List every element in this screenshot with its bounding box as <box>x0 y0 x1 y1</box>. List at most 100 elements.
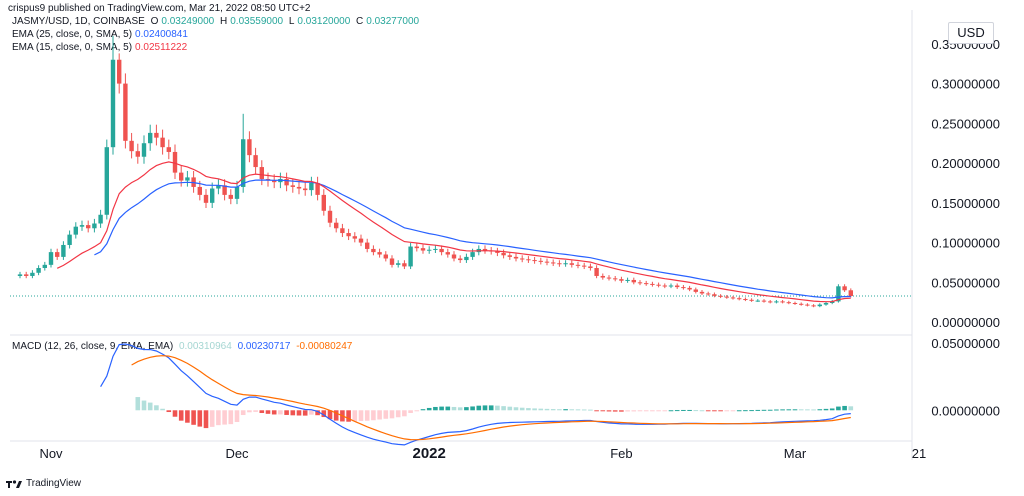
macd-histogram-bar <box>569 409 575 411</box>
candle-body <box>699 291 705 294</box>
candle-body <box>755 300 760 302</box>
x-tick-label: Feb <box>610 446 632 461</box>
macd-histogram-bar <box>445 406 451 411</box>
macd-histogram-bar <box>780 409 785 411</box>
macd-histogram-bar <box>327 410 333 420</box>
high-label: H <box>220 16 228 27</box>
candle-body <box>445 252 450 255</box>
macd-histogram-bar <box>836 406 841 411</box>
macd-histogram-bar <box>154 405 159 411</box>
candle-body <box>464 256 469 261</box>
candle-body <box>811 305 816 307</box>
candle-body <box>358 238 364 243</box>
candle-body <box>185 177 190 181</box>
macd-histogram-bar <box>253 410 258 412</box>
candle-body <box>253 155 258 168</box>
candle-body <box>662 285 667 287</box>
candle-body <box>830 301 835 303</box>
macd-histogram-bar <box>643 410 649 412</box>
candle-body <box>36 268 41 273</box>
macd-histogram-bar <box>823 408 829 411</box>
macd-histogram-bar <box>383 410 389 419</box>
macd-histogram-bar <box>222 410 227 425</box>
macd-histogram-bar <box>650 410 655 412</box>
candle-body <box>42 264 47 269</box>
tradingview-logo-icon <box>6 479 22 488</box>
footer-brand: TradingView <box>26 478 82 489</box>
macd-histogram-bar <box>637 410 643 412</box>
symbol-name: JASMY/USD, 1D, COINBASE <box>12 16 145 27</box>
candle-body <box>334 222 339 229</box>
candle-body <box>625 279 630 281</box>
candle-body <box>148 132 153 144</box>
candle-body <box>737 298 742 300</box>
x-tick-label: 2022 <box>413 445 446 462</box>
macd-legend: MACD (12, 26, close, 9, EMA, EMA) 0.0031… <box>12 341 355 352</box>
macd-histogram-bar <box>302 410 308 416</box>
macd-histogram-bar <box>774 409 779 411</box>
macd-signal-value: -0.00080247 <box>296 341 353 352</box>
macd-histogram-bar <box>612 410 618 412</box>
candle-body <box>17 274 23 276</box>
candle-body <box>606 277 612 279</box>
candle-body <box>693 289 698 292</box>
candle-body <box>79 225 85 227</box>
close-label: C <box>356 16 364 27</box>
macd-histogram-bar <box>364 410 370 421</box>
candle-body <box>141 143 147 157</box>
macd-histogram-bar <box>315 410 320 416</box>
macd-histogram-bar <box>358 410 364 422</box>
candle-body <box>129 140 134 152</box>
candle-body <box>365 242 370 249</box>
candle-body <box>216 185 221 189</box>
high-value: 0.03559000 <box>230 16 284 27</box>
macd-histogram-bar <box>488 405 494 411</box>
currency-unit-button[interactable]: USD <box>948 22 994 44</box>
macd-histogram-bar <box>519 407 525 411</box>
macd-histogram-bar <box>600 410 606 412</box>
macd-histogram-bar <box>730 410 736 412</box>
macd-histogram-bar <box>631 410 637 412</box>
macd-histogram-bar <box>805 409 810 411</box>
macd-line-value: 0.00230717 <box>237 341 291 352</box>
macd-histogram-bar <box>557 409 562 411</box>
macd-signal-line <box>131 355 851 441</box>
candle-body <box>675 285 680 288</box>
macd-histogram-bar <box>135 397 141 411</box>
macd-histogram-bar <box>457 407 463 411</box>
candle-body <box>110 59 116 148</box>
macd-histogram-bar <box>420 409 426 411</box>
macd-histogram-bar <box>209 410 215 427</box>
macd-histogram-bar <box>234 410 240 422</box>
macd-histogram-bar <box>482 405 488 411</box>
candle-body <box>805 304 810 306</box>
macd-histogram-bar <box>817 409 823 411</box>
candle-body <box>520 258 525 260</box>
candle-body <box>67 234 72 245</box>
macd-histogram-bar <box>346 410 351 422</box>
candle-body <box>315 182 320 195</box>
macd-histogram-bar <box>538 408 544 411</box>
candle-body <box>408 246 413 267</box>
macd-histogram-bar <box>606 410 612 412</box>
candle-body <box>551 262 556 264</box>
candle-body <box>30 272 35 276</box>
macd-histogram-bar <box>693 410 699 412</box>
candle-body <box>513 256 519 259</box>
macd-histogram-bar <box>426 407 432 411</box>
candle-body <box>575 264 581 266</box>
candle-body <box>724 296 729 298</box>
candle-body <box>439 248 444 253</box>
candle-body <box>668 285 674 287</box>
macd-histogram-bar <box>588 409 593 411</box>
candle-body <box>817 304 822 307</box>
macd-tick-label: 0.05000000 <box>931 336 1000 351</box>
candle-body <box>179 172 184 181</box>
ema25-line <box>94 179 851 299</box>
candle-body <box>501 252 506 256</box>
price-tick-label: 0.05000000 <box>931 275 1000 290</box>
macd-histogram-bar <box>166 410 172 413</box>
macd-histogram-bar <box>321 410 327 418</box>
candle-body <box>458 258 463 261</box>
